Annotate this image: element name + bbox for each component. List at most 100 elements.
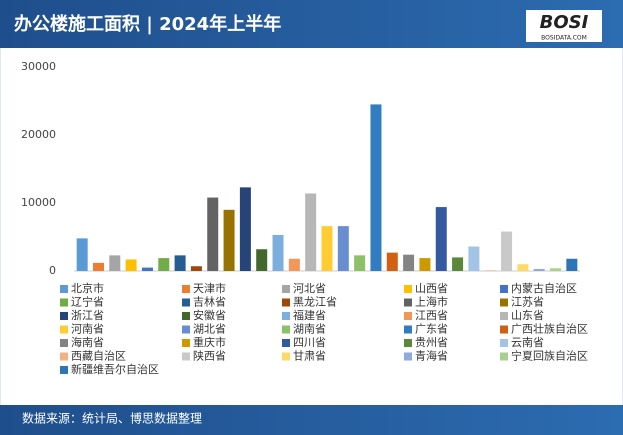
legend-label: 青海省 bbox=[415, 349, 448, 363]
legend-label: 河南省 bbox=[71, 323, 104, 336]
legend-label: 江苏省 bbox=[511, 296, 544, 309]
bar bbox=[419, 258, 431, 271]
bar bbox=[517, 264, 529, 271]
legend-label: 重庆市 bbox=[193, 335, 226, 349]
chart-title: 办公楼施工面积 | 2024年上半年 bbox=[14, 13, 281, 35]
legend-swatch bbox=[500, 325, 508, 334]
legend-label: 甘肃省 bbox=[293, 350, 326, 363]
legend-label: 河北省 bbox=[293, 282, 326, 295]
bar bbox=[158, 258, 170, 271]
bar bbox=[484, 270, 496, 271]
bar bbox=[92, 262, 104, 271]
legend-swatch bbox=[282, 312, 290, 320]
legend-label: 广西壮族自治区 bbox=[511, 322, 588, 336]
legend-label: 山东省 bbox=[511, 309, 544, 322]
legend-swatch bbox=[182, 298, 190, 307]
bar bbox=[501, 231, 513, 271]
legend-swatch bbox=[60, 325, 68, 334]
bar bbox=[174, 255, 186, 271]
header-band bbox=[0, 0, 623, 48]
y-tick-label: 0 bbox=[49, 264, 56, 277]
bar bbox=[435, 207, 447, 271]
bar bbox=[141, 267, 153, 271]
legend-swatch bbox=[500, 312, 508, 320]
legend-swatch bbox=[60, 366, 68, 374]
legend-swatch bbox=[60, 298, 68, 307]
legend-label: 海南省 bbox=[71, 335, 104, 349]
legend-swatch bbox=[282, 352, 290, 361]
bar bbox=[288, 258, 300, 271]
logo-box bbox=[526, 10, 602, 42]
legend-label: 贵州省 bbox=[415, 336, 448, 349]
legend-label: 云南省 bbox=[511, 336, 544, 349]
legend-label: 宁夏回族自治区 bbox=[511, 349, 588, 363]
bar bbox=[125, 259, 137, 271]
legend-label: 江西省 bbox=[415, 309, 448, 322]
legend-swatch bbox=[182, 352, 190, 361]
legend-swatch bbox=[500, 298, 508, 307]
legend-swatch bbox=[182, 285, 190, 293]
bar bbox=[403, 254, 415, 271]
bar bbox=[109, 255, 121, 271]
legend-label: 天津市 bbox=[193, 281, 226, 295]
legend-label: 湖北省 bbox=[193, 323, 226, 336]
legend-label: 内蒙古自治区 bbox=[511, 281, 577, 295]
bar bbox=[190, 266, 202, 271]
bar bbox=[370, 104, 382, 272]
legend-swatch bbox=[182, 312, 190, 320]
y-tick-label: 20000 bbox=[21, 128, 56, 141]
bar bbox=[223, 209, 235, 271]
legend-swatch bbox=[60, 352, 68, 361]
logo-site: BOSIDATA.COM bbox=[541, 35, 587, 42]
logo-brand: BOSI bbox=[540, 12, 589, 33]
legend-swatch bbox=[500, 352, 508, 361]
legend-swatch bbox=[404, 298, 412, 307]
legend-swatch bbox=[182, 339, 190, 347]
legend-swatch bbox=[282, 325, 290, 334]
legend-label: 福建省 bbox=[293, 308, 326, 322]
legend-label: 黑龙江省 bbox=[293, 296, 337, 309]
legend-label: 安徽省 bbox=[193, 308, 226, 322]
legend-swatch bbox=[404, 312, 412, 320]
bar bbox=[207, 197, 219, 271]
legend-label: 新疆维吾尔自治区 bbox=[71, 362, 159, 376]
legend-label: 陕西省 bbox=[193, 349, 226, 363]
legend-label: 湖南省 bbox=[293, 323, 326, 336]
bar bbox=[386, 252, 398, 271]
legend-label: 四川省 bbox=[293, 336, 326, 349]
legend-swatch bbox=[60, 339, 68, 347]
bar bbox=[354, 255, 366, 271]
bar bbox=[76, 238, 88, 271]
legend-swatch bbox=[404, 339, 412, 347]
bar bbox=[533, 268, 545, 271]
legend-label: 吉林省 bbox=[193, 295, 226, 309]
legend-swatch bbox=[182, 325, 190, 334]
legend-swatch bbox=[60, 285, 68, 293]
legend-label: 辽宁省 bbox=[71, 295, 104, 309]
legend-label: 上海市 bbox=[415, 295, 448, 309]
legend-swatch bbox=[404, 352, 412, 361]
legend-label: 山西省 bbox=[415, 282, 448, 295]
legend-label: 浙江省 bbox=[71, 309, 104, 322]
source: 数据来源：统计局、博思数据整理 bbox=[22, 411, 202, 426]
bar bbox=[321, 226, 333, 271]
bar bbox=[305, 193, 317, 271]
legend-label: 西藏自治区 bbox=[71, 349, 126, 363]
footer-band bbox=[0, 405, 623, 435]
legend-label: 广东省 bbox=[415, 323, 448, 336]
bar bbox=[566, 258, 578, 271]
bar bbox=[256, 249, 268, 271]
y-tick-label: 30000 bbox=[21, 60, 56, 73]
legend-label: 北京市 bbox=[71, 281, 104, 295]
legend-swatch bbox=[404, 325, 412, 334]
legend-swatch bbox=[500, 339, 508, 347]
bar bbox=[239, 187, 251, 271]
legend-swatch bbox=[500, 285, 508, 293]
legend-swatch bbox=[282, 298, 290, 307]
bar bbox=[468, 246, 480, 271]
y-tick-label: 10000 bbox=[21, 196, 56, 209]
bar bbox=[550, 268, 562, 271]
bar bbox=[452, 257, 464, 271]
legend-swatch bbox=[404, 285, 412, 293]
